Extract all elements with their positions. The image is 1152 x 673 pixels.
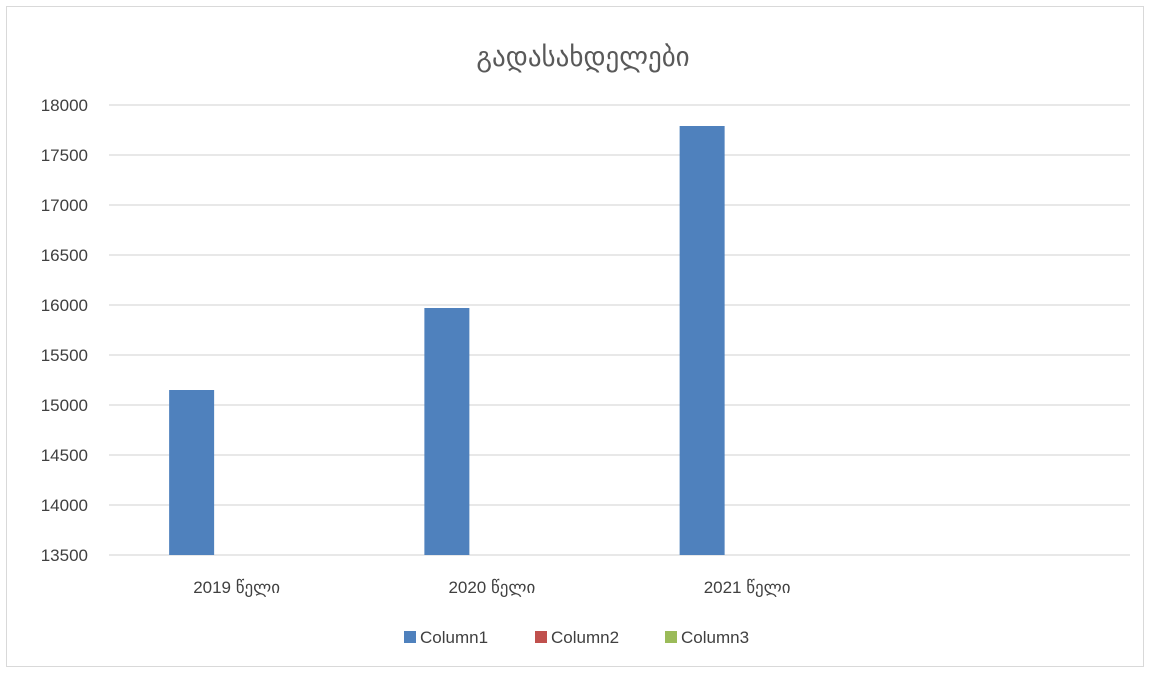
y-tick-label: 17000 <box>41 196 88 215</box>
bar-column1-2 <box>679 126 725 555</box>
gridlines <box>109 104 1130 556</box>
y-tick-label: 14500 <box>41 446 88 465</box>
x-tick-label: 2021 წელი <box>704 578 791 598</box>
y-tick-label: 16000 <box>41 296 88 315</box>
y-axis-ticks: 13500 14000 14500 15000 15500 16000 16500 17000… <box>41 96 88 565</box>
legend-label: Column2 <box>551 628 619 647</box>
legend-swatch-column1 <box>404 631 416 643</box>
y-tick-label: 18000 <box>41 96 88 115</box>
x-tick-label: 2020 წელი <box>448 578 535 598</box>
bars <box>169 126 725 555</box>
y-tick-label: 15000 <box>41 396 88 415</box>
legend-label: Column3 <box>681 628 749 647</box>
chart-frame <box>6 6 1144 667</box>
x-axis-ticks: 2019 წელი 2020 წელი 2021 წელი <box>193 578 790 598</box>
legend: Column1 Column2 Column3 <box>404 628 749 647</box>
legend-label: Column1 <box>420 628 488 647</box>
chart-title: გადასახდელები <box>476 42 689 73</box>
y-tick-label: 17500 <box>41 146 88 165</box>
bar-column1-1 <box>424 308 470 555</box>
legend-swatch-column3 <box>665 631 677 643</box>
x-tick-label: 2019 წელი <box>193 578 280 598</box>
y-tick-label: 15500 <box>41 346 88 365</box>
legend-swatch-column2 <box>535 631 547 643</box>
y-tick-label: 16500 <box>41 246 88 265</box>
y-tick-label: 13500 <box>41 546 88 565</box>
bar-column1-0 <box>169 390 215 555</box>
y-tick-label: 14000 <box>41 496 88 515</box>
